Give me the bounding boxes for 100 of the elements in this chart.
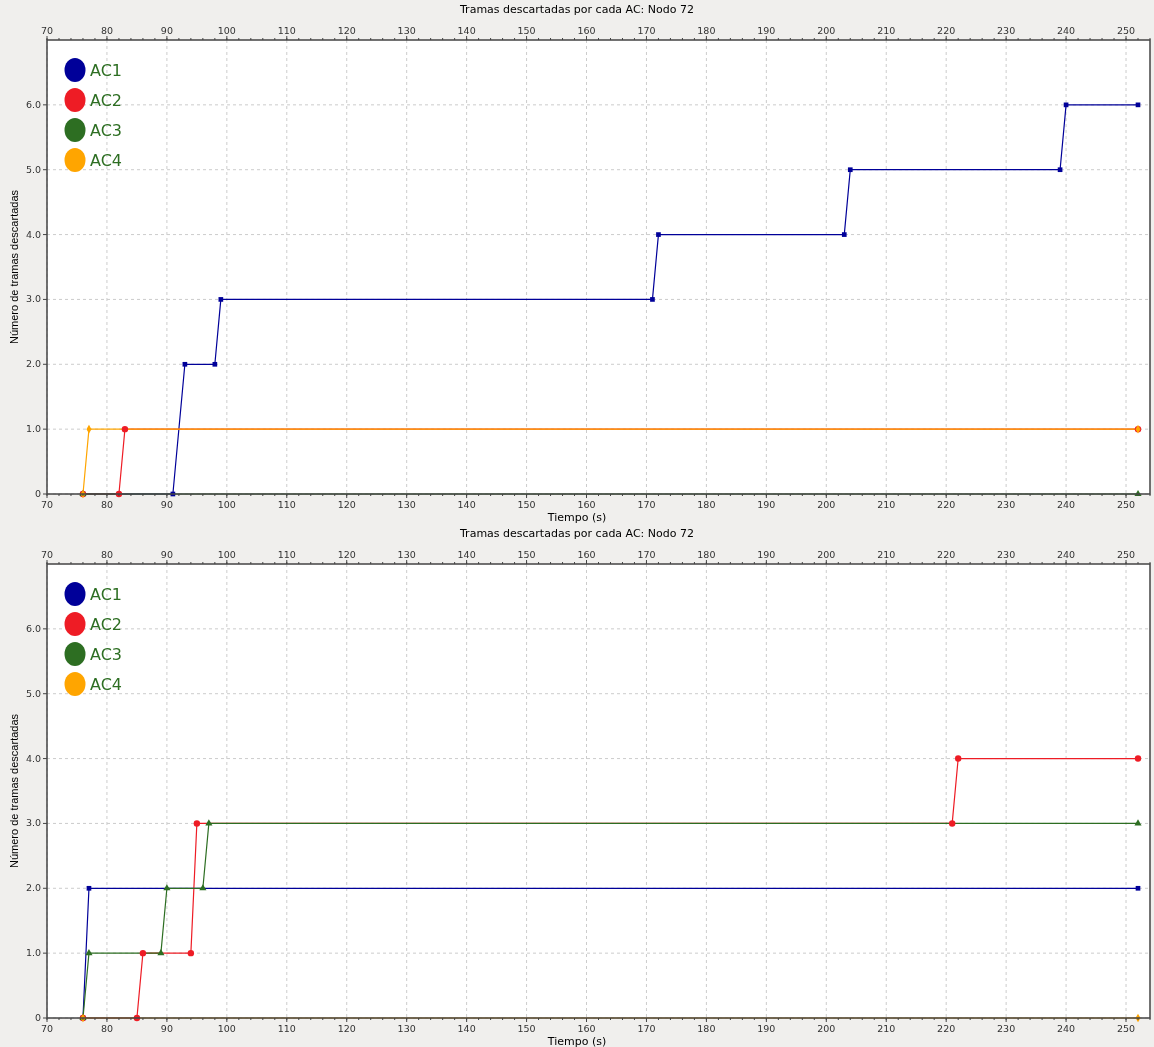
y-tick-label: 5.0 [25,163,41,175]
y-tick-label: 0 [34,1012,41,1023]
x2-tick-label: 160 [577,499,596,510]
y-tick-label: 2.0 [25,358,41,370]
y-tick-label: 6.0 [25,622,41,634]
legend-label: AC3 [90,121,123,140]
x-tick-label: 90 [160,25,173,36]
x2-tick-label: 210 [877,499,896,510]
x2-tick-label: 160 [577,1023,596,1034]
x-tick-label: 140 [457,25,476,36]
legend-label: AC2 [90,615,123,634]
y-tick-label: 6.0 [25,98,41,110]
y-tick-label: 2.0 [25,882,41,894]
x-axis-title: Tiempo (s) [546,1035,607,1047]
x-tick-label: 160 [577,25,596,36]
legend-label: AC4 [90,151,123,170]
y-tick-label: 3.0 [25,293,41,305]
x-tick-label: 220 [937,25,956,36]
x-tick-label: 210 [877,25,896,36]
x-tick-label: 230 [997,549,1016,560]
x2-tick-label: 180 [697,1023,716,1034]
x-tick-label: 240 [1057,549,1076,560]
x2-tick-label: 140 [457,499,476,510]
x-tick-label: 170 [637,25,656,36]
x-tick-label: 120 [337,25,356,36]
x2-tick-label: 130 [397,499,416,510]
x2-tick-label: 110 [277,1023,296,1034]
legend-label: AC1 [90,61,123,80]
y-tick-label: 1.0 [25,947,41,959]
x-tick-label: 100 [217,25,236,36]
x2-tick-label: 240 [1057,499,1076,510]
chart-title: Tramas descartadas por cada AC: Nodo 72 [459,527,694,540]
x-tick-label: 100 [217,549,236,560]
x2-tick-label: 200 [817,1023,836,1034]
x-tick-label: 110 [277,25,296,36]
x-tick-label: 140 [457,549,476,560]
x-axis-title: Tiempo (s) [546,511,607,524]
x-tick-label: 240 [1057,25,1076,36]
y-axis-title: Número de tramas descartadas [8,189,20,345]
x2-tick-label: 110 [277,499,296,510]
x2-tick-label: 90 [160,499,173,510]
x2-tick-label: 190 [757,1023,776,1034]
x-tick-label: 110 [277,549,296,560]
x-tick-label: 120 [337,549,356,560]
x2-tick-label: 70 [40,499,54,510]
x-tick-label: 80 [100,25,113,36]
x2-tick-label: 100 [217,499,236,510]
x2-tick-label: 70 [40,1023,54,1034]
x-tick-label: 80 [100,549,113,560]
x-tick-label: 70 [40,25,54,36]
x2-tick-label: 150 [517,1023,536,1034]
x2-tick-label: 240 [1057,1023,1076,1034]
x-tick-label: 150 [517,25,536,36]
y-tick-label: 4.0 [25,228,41,240]
x-tick-label: 200 [817,25,836,36]
x-tick-label: 180 [697,25,716,36]
x2-tick-label: 230 [997,499,1016,510]
x-tick-label: 190 [757,549,776,560]
x-tick-label: 160 [577,549,596,560]
x2-tick-label: 210 [877,1023,896,1034]
x2-tick-label: 150 [517,499,536,510]
x2-tick-label: 170 [637,499,656,510]
x-tick-label: 70 [40,549,54,560]
legend-label: AC1 [90,585,123,604]
x2-tick-label: 230 [997,1023,1016,1034]
x2-tick-label: 130 [397,1023,416,1034]
chart-title: Tramas descartadas por cada AC: Nodo 72 [459,3,694,16]
x-tick-label: 250 [1116,25,1136,36]
x-tick-label: 210 [877,549,896,560]
x-tick-label: 130 [397,25,416,36]
x-tick-label: 190 [757,25,776,36]
x2-tick-label: 120 [337,1023,356,1034]
x2-tick-label: 200 [817,499,836,510]
x2-tick-label: 90 [160,1023,173,1034]
x-tick-label: 220 [937,549,956,560]
y-tick-label: 4.0 [25,752,41,764]
x-tick-label: 200 [817,549,836,560]
y-tick-label: 3.0 [25,817,41,829]
x-tick-label: 250 [1116,549,1136,560]
x-tick-label: 180 [697,549,716,560]
x2-tick-label: 140 [457,1023,476,1034]
x2-tick-label: 250 [1116,1023,1136,1034]
legend-label: AC3 [90,645,123,664]
x-tick-label: 150 [517,549,536,560]
y-axis-title: Número de tramas descartadas [8,713,20,869]
x2-tick-label: 170 [637,1023,656,1034]
x2-tick-label: 80 [100,499,113,510]
x-tick-label: 90 [160,549,173,560]
x2-tick-label: 100 [217,1023,236,1034]
legend-label: AC4 [90,675,123,694]
y-tick-label: 1.0 [25,423,41,435]
x2-tick-label: 220 [937,499,956,510]
x2-tick-label: 180 [697,499,716,510]
x-tick-label: 230 [997,25,1016,36]
x2-tick-label: 190 [757,499,776,510]
x-tick-label: 170 [637,549,656,560]
x2-tick-label: 220 [937,1023,956,1034]
y-tick-label: 5.0 [25,687,41,699]
y-tick-label: 0 [34,488,41,499]
x2-tick-label: 80 [100,1023,113,1034]
